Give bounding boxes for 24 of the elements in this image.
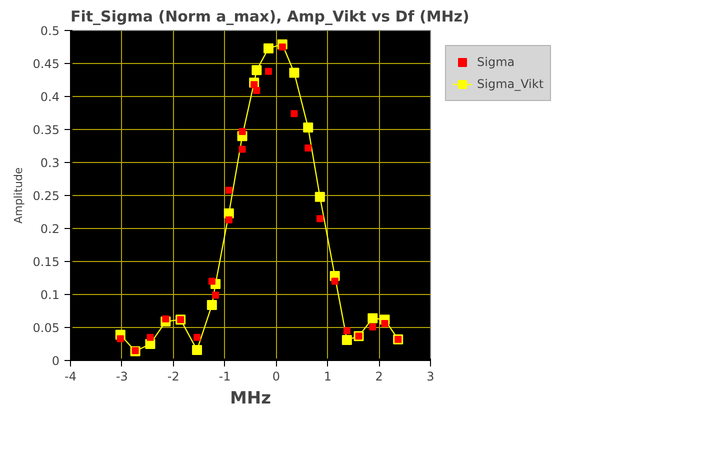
y-tick-label: 0.3 [40,156,60,170]
x-tick-label: 0 [272,370,280,384]
x-axis-title: MHz [230,388,272,408]
y-tick-label: 0.05 [32,321,60,335]
y-tick-label: 0.2 [40,222,60,236]
legend-label: Sigma [477,55,515,69]
x-tick-label: -2 [167,370,180,384]
y-tick-label: 0.45 [32,57,60,71]
x-tick-label: -1 [218,370,231,384]
x-tick-label: 3 [426,370,434,384]
legend-label: Sigma_Vikt [477,77,544,91]
y-tick-label: 0.4 [40,90,60,104]
y-axis-title: Amplitude [12,167,25,224]
y-tick-label: 0.5 [40,24,60,38]
x-tick-label: -4 [64,370,76,384]
x-tick-label: 1 [324,370,332,384]
y-tick-label: 0.1 [40,288,60,302]
chart-title: Fit_Sigma (Norm a_max), Amp_Vikt vs Df (MHz) [70,8,470,26]
y-tick-label: 0 [52,354,60,368]
y-tick-label: 0.35 [32,123,60,137]
y-tick-label: 0.25 [32,189,60,203]
x-tick-label: 2 [375,370,383,384]
y-tick-label: 0.15 [32,255,60,269]
x-tick-label: -3 [116,370,128,384]
